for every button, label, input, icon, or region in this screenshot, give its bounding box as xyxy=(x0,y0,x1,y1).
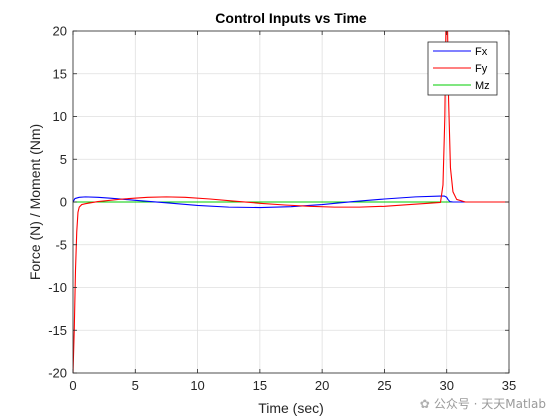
y-tick-label: -15 xyxy=(48,323,67,338)
wechat-icon: ✿ xyxy=(419,397,430,411)
watermark-text: 公众号 · 天天Matlab xyxy=(433,397,546,411)
legend-label-mz: Mz xyxy=(475,80,490,92)
x-tick-label: 25 xyxy=(377,378,391,393)
watermark: ✿ 公众号 · 天天Matlab xyxy=(420,395,546,412)
legend-label-fx: Fx xyxy=(475,46,488,58)
chart-title: Control Inputs vs Time xyxy=(215,10,367,26)
y-tick-label: 5 xyxy=(60,152,67,167)
legend-label-fy: Fy xyxy=(475,63,488,75)
x-tick-labels: 0 5 10 15 20 25 30 35 xyxy=(69,378,516,393)
y-tick-label: 20 xyxy=(53,24,67,39)
y-tick-label: -10 xyxy=(48,280,67,295)
y-tick-label: 0 xyxy=(60,195,67,210)
x-tick-label: 10 xyxy=(190,378,204,393)
x-tick-label: 35 xyxy=(502,378,516,393)
y-tick-labels: -20 -15 -10 -5 0 5 10 15 20 xyxy=(48,24,67,381)
x-tick-label: 20 xyxy=(315,378,329,393)
legend: Fx Fy Mz xyxy=(427,41,498,96)
y-tick-label: -20 xyxy=(48,366,67,381)
x-axis-label: Time (sec) xyxy=(258,400,324,416)
y-axis-label: Force (N) / Moment (Nm) xyxy=(27,124,43,280)
x-tick-label: 15 xyxy=(253,378,267,393)
y-tick-label: -5 xyxy=(55,237,67,252)
y-tick-label: 10 xyxy=(53,109,67,124)
x-tick-label: 5 xyxy=(132,378,139,393)
x-tick-label: 0 xyxy=(69,378,76,393)
ticks xyxy=(72,30,510,374)
y-tick-label: 15 xyxy=(53,66,67,81)
x-tick-label: 30 xyxy=(439,378,453,393)
